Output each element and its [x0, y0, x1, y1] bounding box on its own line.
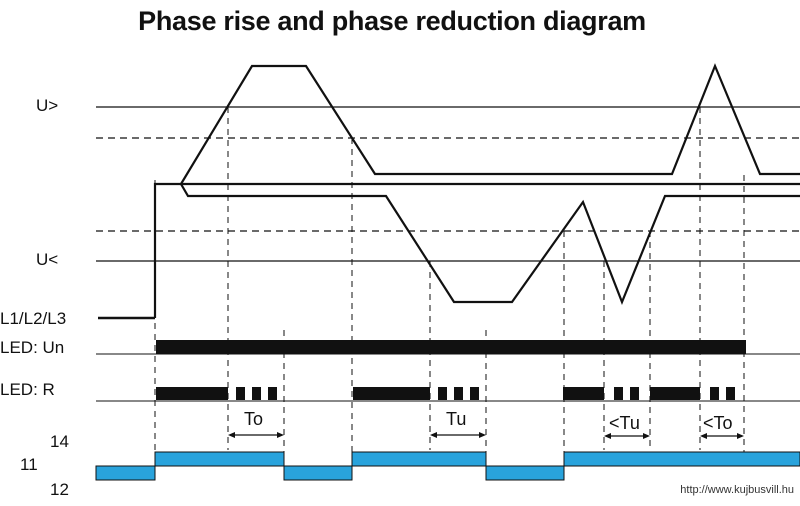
label-contact-14: 14 — [50, 432, 69, 451]
led-r-blink — [236, 387, 245, 400]
interval-lt-tu: <Tu — [609, 413, 640, 433]
watermark-url: http://www.kujbusvill.hu — [680, 484, 794, 496]
phase-trace-drop — [180, 183, 800, 305]
arrowhead — [479, 432, 486, 438]
relay-state-14 — [154, 451, 285, 467]
label-u-under: U< — [36, 250, 59, 269]
diagram-title: Phase rise and phase reduction diagram — [138, 6, 646, 36]
relay-state-12 — [485, 465, 565, 481]
label-contact-11: 11 — [20, 455, 38, 474]
led-r-blink — [614, 387, 623, 400]
interval-to: To — [244, 409, 264, 429]
arrowhead — [430, 432, 437, 438]
led-r-blink — [630, 387, 639, 400]
arrowhead — [604, 433, 611, 439]
relay-contact — [95, 451, 800, 481]
led-r-blink — [726, 387, 735, 400]
interval-arrows — [230, 434, 742, 437]
phase-trace-rise — [153, 63, 800, 318]
label-u-over: U> — [36, 96, 59, 115]
interval-tu: Tu — [446, 409, 467, 429]
label-phases: L1/L2/L3 — [0, 309, 67, 328]
arrowhead — [737, 433, 744, 439]
led-r-blink — [252, 387, 261, 400]
relay-state-12 — [95, 465, 156, 481]
led-r-blink — [454, 387, 463, 400]
relay-state-12 — [283, 465, 353, 481]
relay-state-14 — [351, 451, 487, 467]
led-r-blink — [470, 387, 479, 400]
arrowhead — [643, 433, 650, 439]
arrowhead — [277, 432, 284, 438]
led-r-solid — [353, 387, 430, 400]
arrowhead — [228, 432, 235, 438]
led-r-blink — [268, 387, 277, 400]
relay-state-14 — [563, 451, 800, 467]
led-r-blink — [710, 387, 719, 400]
interval-lt-to: <To — [703, 413, 733, 433]
label-led-un: LED: Un — [0, 338, 65, 357]
label-contact-12: 12 — [50, 480, 69, 499]
arrowhead — [700, 433, 707, 439]
arrowheads — [228, 432, 744, 439]
led-r-solid — [156, 387, 228, 400]
led-r-bars — [156, 387, 735, 400]
led-r-solid — [650, 387, 700, 400]
label-led-r: LED: R — [0, 380, 55, 399]
led-un-bar — [156, 340, 746, 354]
led-r-solid — [563, 387, 604, 400]
led-r-blink — [438, 387, 447, 400]
